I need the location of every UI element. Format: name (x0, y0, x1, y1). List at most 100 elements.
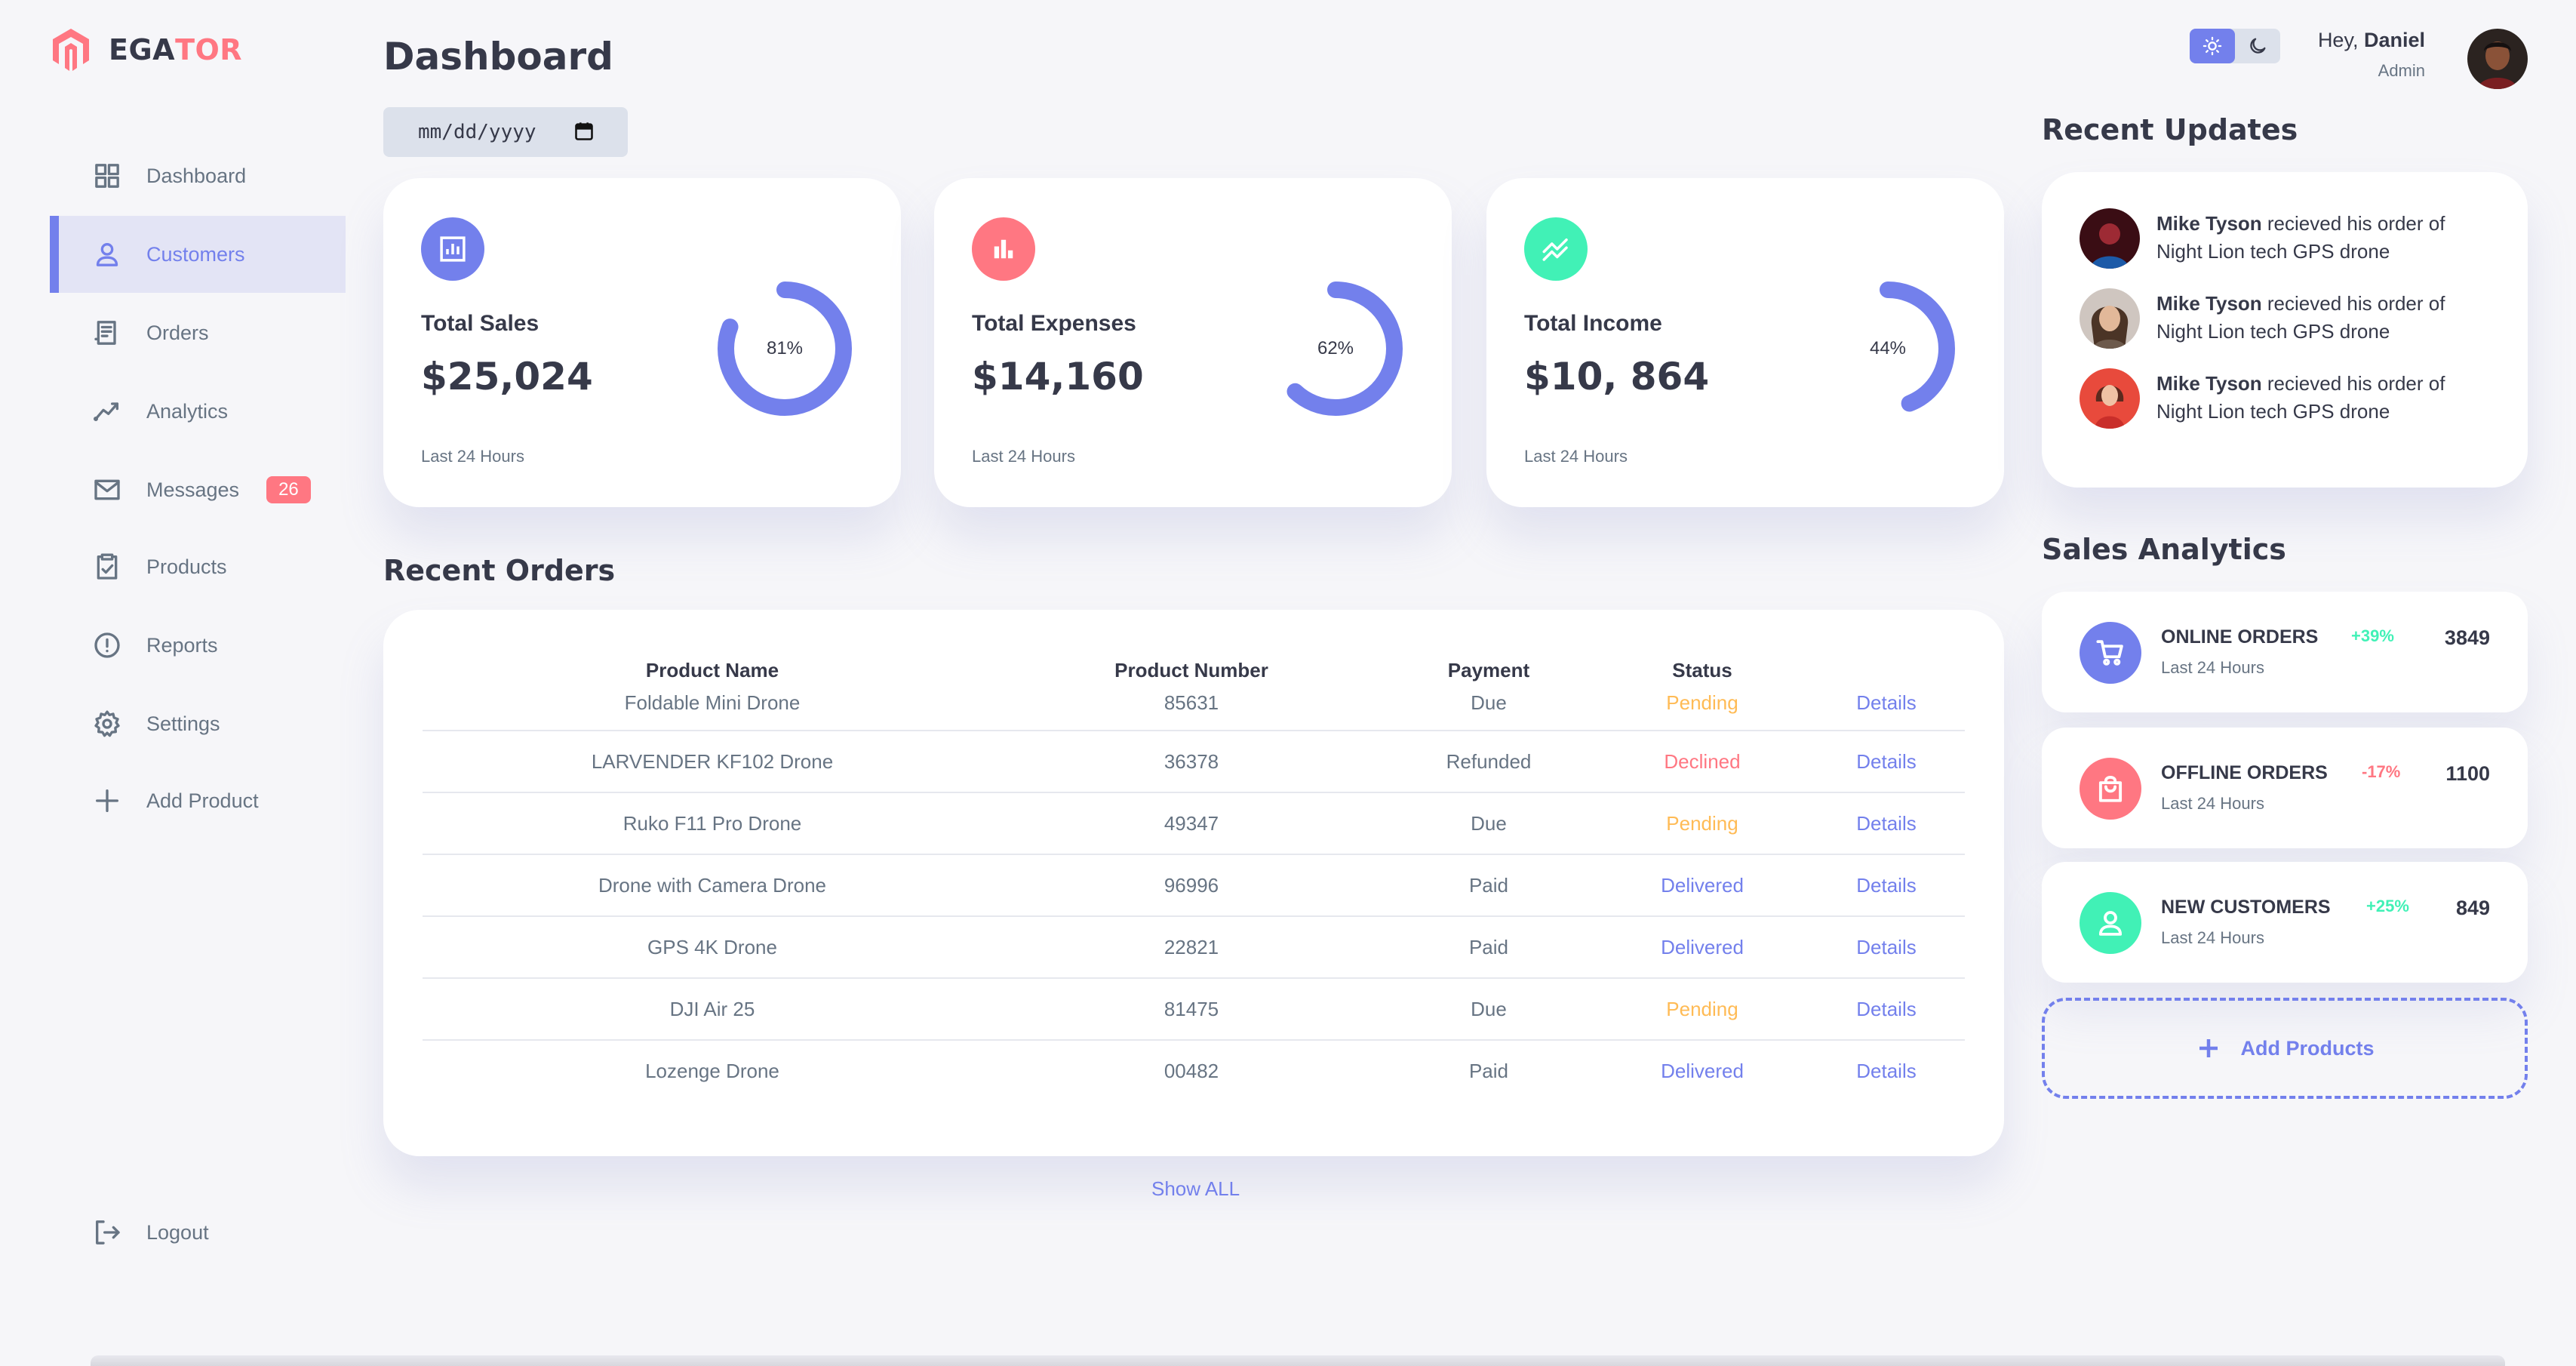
sidebar-item-label: Dashboard (146, 164, 247, 187)
sidebar-item-analytics[interactable]: Analytics (50, 373, 346, 450)
receipt-icon (92, 318, 122, 348)
person-icon (2080, 892, 2141, 954)
sidebar-item-dashboard[interactable]: Dashboard (50, 137, 346, 214)
theme-toggler[interactable] (2190, 29, 2280, 63)
recent-orders-title: Recent Orders (383, 554, 616, 587)
date-input[interactable]: mm/dd/yyyy (383, 107, 628, 157)
card-title: Total Income (1524, 311, 1662, 336)
offline-orders-item[interactable]: OFFLINE ORDERS Last 24 Hours -17% 1100 (2042, 728, 2528, 848)
total-expenses-card: Total Expenses $14,160 Last 24 Hours 62% (934, 178, 1452, 507)
recent-orders-card: Product Name Product Number Payment Stat… (383, 610, 2004, 1156)
analytics-percent: -17% (2362, 762, 2401, 781)
sidebar-item-label: Logout (146, 1220, 209, 1244)
analytics-value: 1100 (2445, 762, 2490, 785)
grid-icon (92, 161, 122, 191)
cell-product-name: Ruko F11 Pro Drone (423, 792, 1002, 855)
sidebar-item-label: Add Product (146, 789, 259, 812)
cell-product-number: 00482 (1164, 1060, 1219, 1082)
details-link[interactable]: Details (1856, 1060, 1917, 1082)
table-row: Ruko F11 Pro Drone 49347 Due Pending Details (423, 792, 1965, 855)
brand-name-part2: TOR (175, 33, 243, 66)
recent-updates-title: Recent Updates (2042, 113, 2298, 146)
add-products-button[interactable]: Add Products (2042, 998, 2528, 1099)
progress-percent: 62% (1317, 338, 1354, 358)
progress-ring (1268, 282, 1403, 416)
total-income-card: Total Income $10, 864 Last 24 Hours 44% (1486, 178, 2004, 507)
card-value: $10, 864 (1524, 355, 1710, 398)
details-link[interactable]: Details (1808, 792, 1965, 855)
progress-ring-arc (1821, 282, 1955, 416)
update-user-name: Mike Tyson (2156, 212, 2262, 235)
cell-status: Delivered (1661, 1060, 1744, 1082)
total-sales-card: Total Sales $25,024 Last 24 Hours 81% (383, 178, 901, 507)
cell-payment: Due (1381, 691, 1597, 731)
analytics-subtitle: Last 24 Hours (2161, 928, 2264, 947)
profile-info: Hey, Daniel Admin (2318, 29, 2425, 81)
online-orders-item[interactable]: ONLINE ORDERS Last 24 Hours +39% 3849 (2042, 592, 2528, 712)
sidebar-item-customers[interactable]: Customers (50, 216, 346, 293)
update-avatar (2080, 368, 2140, 429)
analytics-subtitle: Last 24 Hours (2161, 794, 2264, 813)
details-link[interactable]: Details (1808, 691, 1965, 731)
details-link[interactable]: Details (1808, 978, 1965, 1041)
progress-ring (1821, 282, 1955, 416)
sidebar-item-add-product[interactable]: Add Product (50, 762, 346, 839)
dark-mode-moon-icon[interactable] (2235, 29, 2280, 63)
hexagon-logo-icon (53, 29, 89, 71)
orders-table: Product Name Product Number Payment Stat… (423, 651, 1965, 1102)
details-link[interactable]: Details (1808, 731, 1965, 793)
cell-product-name: Foldable Mini Drone (423, 691, 1002, 731)
show-all-link[interactable]: Show ALL (1151, 1177, 1240, 1200)
card-value: $25,024 (421, 355, 593, 398)
update-item: Mike Tyson recieved his order of Night L… (2080, 208, 2488, 269)
sidebar-item-products[interactable]: Products (50, 528, 346, 605)
sidebar-item-settings[interactable]: Settings (50, 685, 346, 762)
new-customers-item[interactable]: NEW CUSTOMERS Last 24 Hours +25% 849 (2042, 862, 2528, 983)
cell-payment: Paid (1381, 854, 1597, 917)
calendar-icon[interactable] (573, 121, 595, 142)
sidebar-item-orders[interactable]: Orders (50, 294, 346, 371)
cell-product-number: 81475 (1002, 978, 1381, 1041)
alert-circle-icon (92, 630, 122, 660)
sidebar-item-messages[interactable]: Messages 26 (50, 451, 346, 528)
cell-status: Delivered (1597, 916, 1808, 979)
logo[interactable]: EGA TOR (50, 27, 242, 72)
cell-payment: Paid (1381, 916, 1597, 979)
progress-ring-arc (1268, 282, 1403, 416)
progress-percent: 81% (766, 338, 804, 358)
update-user-name: Mike Tyson (2156, 372, 2262, 395)
update-avatar (2080, 288, 2140, 349)
update-text: recieved his order of Night Lion tech GP… (2156, 292, 2445, 343)
sidebar-item-label: Reports (146, 633, 218, 657)
mail-icon (92, 475, 122, 505)
card-subtitle: Last 24 Hours (972, 447, 1075, 466)
column-header: Product Name (645, 659, 779, 681)
gear-icon (92, 709, 122, 739)
analytics-subtitle: Last 24 Hours (2161, 658, 2264, 677)
analytics-percent: +25% (2366, 897, 2409, 915)
profile-avatar[interactable] (2467, 29, 2528, 89)
analytics-name: ONLINE ORDERS (2161, 626, 2319, 648)
clipboard-check-icon (92, 552, 122, 582)
sidebar-item-reports[interactable]: Reports (50, 607, 346, 684)
analytics-chart-icon (421, 217, 484, 281)
light-mode-sun-icon[interactable] (2190, 29, 2235, 63)
details-link[interactable]: Details (1808, 854, 1965, 917)
cell-status: Pending (1597, 792, 1808, 855)
plus-icon (2199, 1039, 2218, 1057)
cell-payment: Paid (1468, 1060, 1509, 1082)
table-header-row: Product Name Product Number Payment Stat… (423, 651, 1965, 691)
column-header: Status (1672, 659, 1732, 681)
update-avatar (2080, 208, 2140, 269)
details-link[interactable]: Details (1808, 916, 1965, 979)
sidebar-item-logout[interactable]: Logout (50, 1194, 346, 1271)
cell-product-name: LARVENDER KF102 Drone (423, 731, 1002, 793)
update-user-name: Mike Tyson (2156, 292, 2262, 315)
user-name: Daniel (2363, 29, 2425, 51)
cell-payment: Due (1381, 978, 1597, 1041)
sidebar-item-label: Customers (146, 242, 245, 266)
progress-percent: 44% (1869, 338, 1907, 358)
progress-ring-arc (718, 282, 852, 416)
sidebar-item-label: Products (146, 555, 227, 578)
cell-product-number: 49347 (1002, 792, 1381, 855)
